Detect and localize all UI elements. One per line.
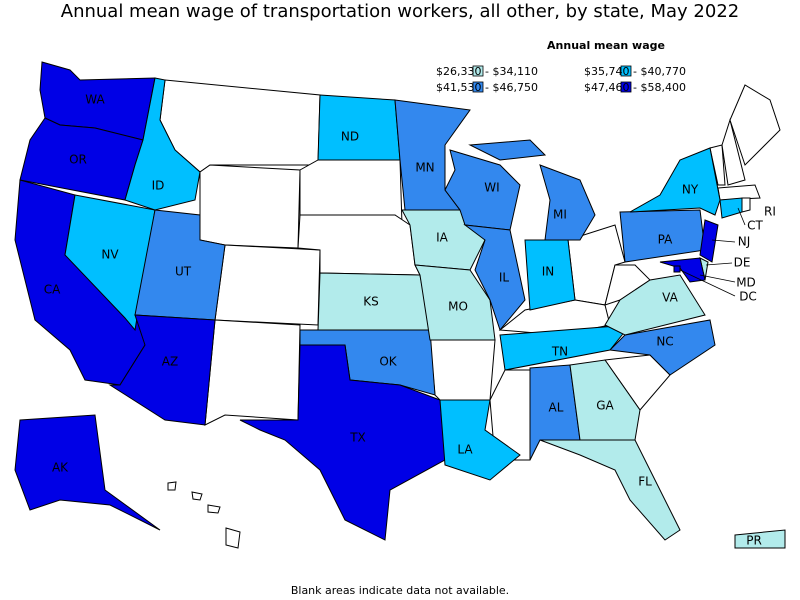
state: LA (439, 399, 521, 481)
state-label: ND (341, 130, 359, 144)
state: NY (629, 147, 721, 216)
state-label: OK (379, 355, 397, 369)
state-label: TN (551, 345, 568, 359)
state-label: MN (415, 161, 434, 175)
legend-swatch (472, 65, 484, 77)
state: ID (124, 77, 201, 211)
title: Annual mean wage of transportation worke… (61, 1, 739, 22)
state-label: FL (638, 475, 652, 489)
state: NV (64, 194, 156, 332)
state: IL (463, 224, 526, 332)
state-label: KS (363, 295, 379, 309)
state: MI (468, 139, 596, 241)
state: WA (39, 61, 156, 141)
state-label: NJ (738, 235, 751, 249)
legend-title: Annual mean wage (547, 39, 665, 52)
legend-swatch (620, 65, 632, 77)
legend-swatch (472, 81, 484, 93)
state-label: MO (448, 300, 468, 314)
state-label: RI (764, 205, 776, 219)
state-label: AL (549, 401, 564, 415)
state-label: CT (747, 219, 763, 233)
legend-label: $26,330 - $34,110 (436, 65, 538, 78)
state-label: DC (739, 290, 757, 304)
blank-states (159, 79, 781, 549)
state: DE (699, 256, 751, 281)
state-label: TX (349, 431, 366, 445)
legend: $26,330 - $34,110 $35,740 - $40,770 $41,53… (436, 65, 686, 94)
state-label: IA (436, 231, 449, 245)
state: KS (317, 272, 431, 331)
state-label: DE (734, 256, 751, 270)
state-label: MD (736, 276, 756, 290)
legend-label: $35,740 - $40,770 (584, 65, 686, 78)
state-label: NY (682, 183, 699, 197)
state: PR (734, 529, 786, 549)
state-label: OR (69, 153, 87, 167)
state: DC (673, 265, 757, 304)
state: FL (539, 439, 681, 541)
legend-swatch (620, 81, 632, 93)
state: WI (444, 149, 521, 231)
state: TX (239, 344, 446, 541)
state: AZ (108, 314, 216, 426)
state: NC (608, 319, 716, 376)
state-label: PR (746, 534, 762, 548)
state-label: CA (44, 283, 61, 297)
state-label: VA (662, 291, 678, 305)
legend-label: $47,460 - $58,400 (584, 81, 686, 94)
state-label: LA (457, 443, 473, 457)
state-label: AK (52, 461, 69, 475)
state: OR (19, 117, 144, 201)
state-label: IN (542, 265, 555, 279)
state-label: UT (175, 265, 192, 279)
state-label: WA (85, 93, 105, 107)
state-label: WI (484, 181, 499, 195)
state: NJ (699, 219, 751, 263)
state: ND (317, 94, 401, 161)
legend-label: $41,530 - $46,750 (436, 81, 538, 94)
state-label: NV (101, 248, 119, 262)
note: Blank areas indicate data not available. (291, 584, 509, 597)
state-label: PA (658, 233, 673, 247)
state: VA (604, 274, 706, 336)
state-label: MI (553, 208, 567, 222)
state: MD (659, 257, 756, 290)
state: MO (414, 264, 496, 341)
state-label: NC (656, 335, 673, 349)
state: IN (524, 239, 576, 311)
state: CT (719, 197, 764, 233)
state: AK (14, 414, 161, 531)
state-label: GA (596, 399, 614, 413)
state-label: IL (499, 271, 510, 285)
state-label: AZ (162, 355, 178, 369)
state-label: ID (152, 179, 165, 193)
